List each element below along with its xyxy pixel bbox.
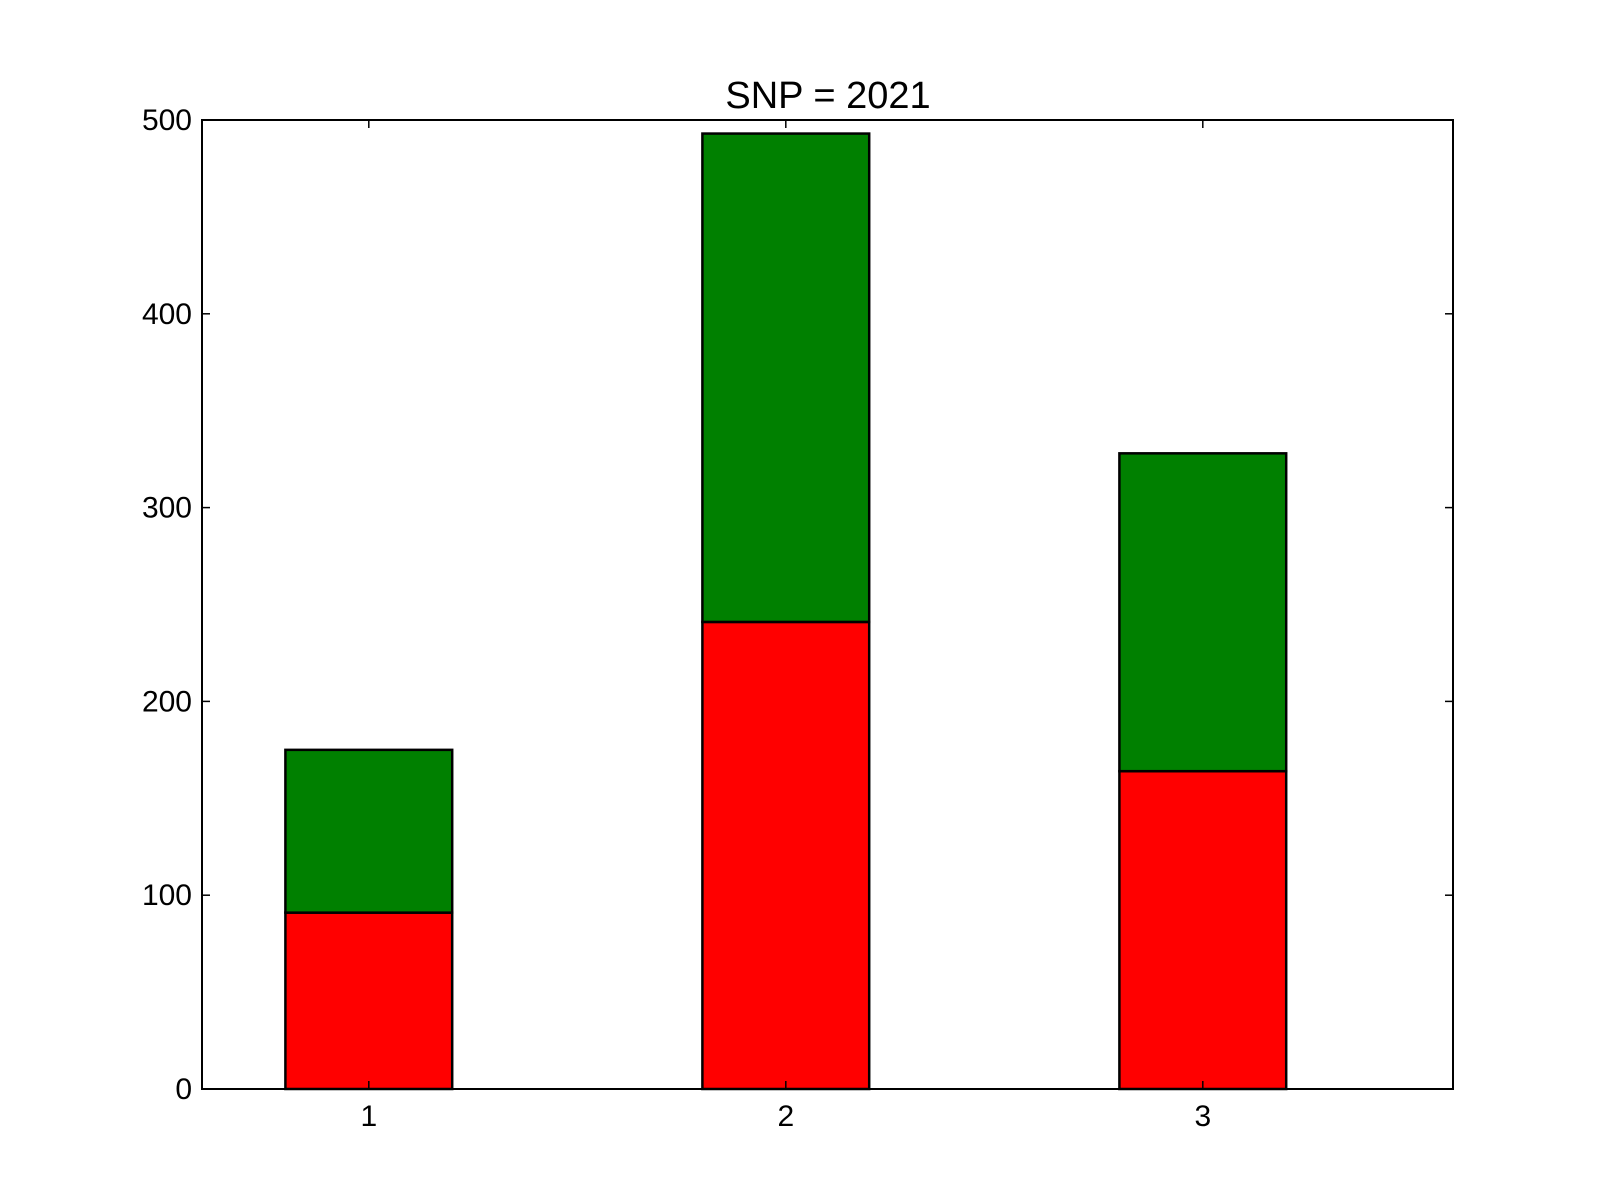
bar-3-bottom-segment [1118,769,1288,1091]
y-tick-label-200: 200 [142,685,192,718]
y-tick-label-400: 400 [142,298,192,331]
chart-title: SNP = 2021 [725,75,930,117]
y-tick-label-0: 0 [175,1073,192,1106]
bar-2-top-segment [701,132,871,624]
y-tick-label-500: 500 [142,104,192,137]
ticks-layer [202,119,1453,1090]
plot-frame [201,119,1454,1090]
bar-1-top-segment [284,748,454,914]
bars-layer [284,132,1288,1091]
y-tick-label-300: 300 [142,492,192,525]
x-tick-label-2: 2 [777,1100,794,1133]
bar-3-top-segment [1118,452,1288,773]
labels-layer: 0 100 200 300 400 500 1 2 3 [142,104,1211,1133]
x-tick-label-3: 3 [1194,1100,1211,1133]
bar-2-bottom-segment [701,620,871,1091]
x-tick-label-1: 1 [360,1100,377,1133]
bar-1-bottom-segment [284,911,454,1091]
y-tick-label-100: 100 [142,879,192,912]
